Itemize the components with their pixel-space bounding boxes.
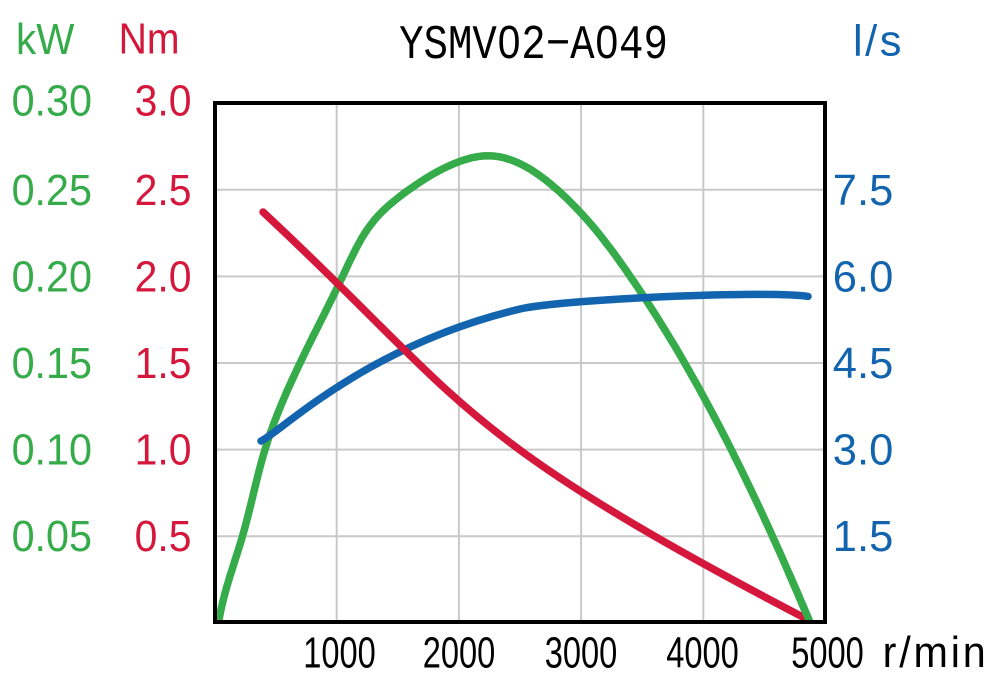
svg-text:6.0: 6.0	[833, 253, 893, 301]
svg-text:1.5: 1.5	[135, 339, 192, 387]
svg-text:3.0: 3.0	[135, 76, 192, 124]
svg-text:1000: 1000	[303, 629, 376, 678]
svg-text:YSMV02−A049: YSMV02−A049	[399, 19, 668, 73]
svg-text:2.5: 2.5	[135, 166, 192, 214]
svg-text:3.0: 3.0	[833, 427, 893, 475]
svg-text:0.30: 0.30	[12, 77, 92, 125]
svg-text:l/s: l/s	[853, 18, 904, 66]
svg-text:kW: kW	[16, 15, 75, 64]
svg-text:0.20: 0.20	[12, 252, 92, 300]
svg-text:r/min: r/min	[883, 628, 989, 676]
svg-text:0.05: 0.05	[12, 512, 92, 560]
svg-text:4.5: 4.5	[833, 340, 893, 388]
svg-text:Nm: Nm	[119, 15, 180, 63]
svg-text:1.0: 1.0	[135, 425, 192, 473]
svg-text:0.15: 0.15	[12, 339, 92, 387]
svg-text:0.25: 0.25	[12, 166, 92, 214]
svg-text:4000: 4000	[666, 629, 739, 678]
svg-text:3000: 3000	[545, 629, 618, 678]
svg-text:5000: 5000	[791, 629, 864, 678]
svg-text:0.10: 0.10	[12, 426, 92, 474]
svg-text:7.5: 7.5	[833, 167, 893, 215]
svg-text:0.5: 0.5	[135, 512, 192, 560]
svg-text:2000: 2000	[423, 629, 496, 678]
svg-text:2.0: 2.0	[135, 252, 192, 300]
svg-text:1.5: 1.5	[833, 513, 893, 561]
